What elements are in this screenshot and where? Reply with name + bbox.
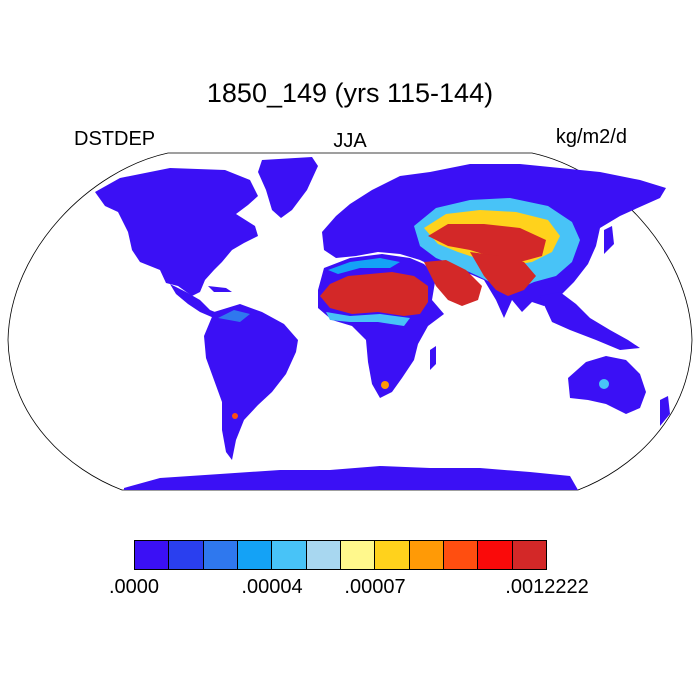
south-america-coast-dust: [218, 310, 250, 322]
kalahari-dust-spot: [381, 381, 389, 389]
colorbar-swatch: [169, 541, 204, 569]
colorbar-swatch: [237, 541, 273, 569]
units-label: kg/m2/d: [555, 126, 627, 148]
colorbar-swatch: [203, 541, 238, 569]
colorbar: [134, 540, 547, 570]
central-america-land: [170, 284, 220, 318]
colorbar-swatch: [340, 541, 376, 569]
north-america-land: [95, 168, 258, 296]
colorbar-swatch: [512, 541, 546, 569]
north-africa-coast: [328, 258, 400, 274]
map-title: 1850_149 (yrs 115-144): [206, 78, 494, 108]
arabia-dust: [424, 260, 482, 306]
madagascar-land: [430, 346, 436, 370]
season-label: JJA: [333, 130, 367, 152]
variable-label: DSTDEP: [74, 128, 156, 150]
colorbar-tick-label: .00007: [344, 576, 406, 598]
australia-dust-spot: [599, 379, 609, 389]
colorbar-tick-label: .0000: [108, 576, 160, 598]
japan-land: [604, 226, 614, 254]
colorbar-tick-label: .00004: [241, 576, 303, 598]
colorbar-swatch: [272, 541, 307, 569]
colorbar-swatch: [443, 541, 479, 569]
greenland-land: [258, 157, 318, 218]
colorbar-swatch: [409, 541, 444, 569]
colorbar-swatch: [375, 541, 410, 569]
antarctica-land: [124, 466, 578, 490]
colorbar-tick-label: .0012222: [505, 576, 589, 598]
colorbar-swatch: [306, 541, 341, 569]
caribbean-land: [208, 286, 232, 292]
south-america-land: [204, 304, 298, 460]
sahel-dust: [326, 312, 410, 326]
sahara-dust: [320, 272, 428, 316]
colorbar-swatch: [478, 541, 513, 569]
south-america-dust-spot: [232, 413, 238, 419]
new-zealand-land: [660, 396, 670, 426]
colorbar-swatch: [135, 541, 170, 569]
south-asia-dust: [470, 252, 536, 296]
central-asia-dust-core: [428, 224, 546, 262]
se-asia-land: [540, 292, 640, 350]
